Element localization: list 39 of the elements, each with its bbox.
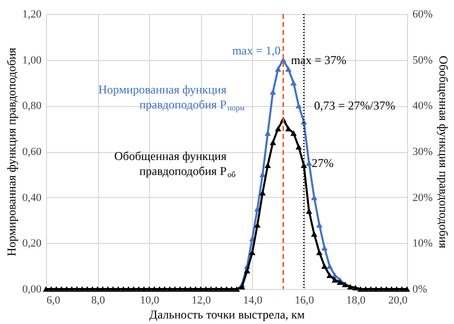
point: [285, 66, 292, 72]
y-tick-label: 1,20: [22, 8, 42, 20]
x-tick-label: 14,0: [243, 294, 263, 306]
y2-tick-label: 40%: [412, 100, 433, 112]
x-tick-label: 10,0: [140, 294, 160, 306]
y-tick-label: 0,60: [22, 146, 42, 158]
y-axis-title: Нормированная функция правдоподобия: [4, 47, 18, 256]
y2-tick-label: 20%: [412, 192, 433, 204]
point: [326, 263, 333, 269]
y-tick-label: 1,00: [22, 54, 42, 66]
y2-tick-label: 60%: [412, 8, 433, 20]
y-tick-label: 0,40: [22, 192, 42, 204]
point: [321, 245, 328, 250]
annotation: 0,73 = 27%/37%: [314, 98, 396, 113]
y2-tick-label: 10%: [412, 238, 433, 250]
y2-tick-label: 0%: [412, 284, 428, 296]
point: [311, 194, 318, 200]
x-tick-label: 20,0: [388, 294, 408, 306]
point: [274, 66, 282, 72]
y-tick-label: 0,20: [22, 238, 42, 250]
point: [259, 172, 266, 178]
point: [270, 89, 276, 95]
x-tick-label: 16,0: [294, 294, 314, 306]
point: [316, 222, 322, 228]
annotation: max = 37%: [290, 52, 346, 67]
x-axis-title: Дальность точки выстрела, км: [149, 308, 306, 322]
annotation: max = 1,0: [232, 44, 281, 58]
x-tick-label: 12,0: [192, 294, 212, 306]
point: [290, 80, 297, 86]
x-tick-label: 18,0: [346, 294, 366, 306]
x-tick-label: 6,0: [46, 294, 61, 306]
annotation: 27%: [312, 156, 334, 170]
y2-tick-label: 50%: [412, 54, 433, 66]
y2-tick-label: 30%: [412, 146, 433, 158]
y-tick-label: 0,00: [22, 284, 42, 296]
y2-axis-title: Обобщенная функция правдоподобия: [436, 56, 451, 249]
point: [306, 160, 312, 166]
y-tick-label: 0,80: [22, 100, 42, 112]
x-tick-label: 8,0: [91, 294, 106, 306]
